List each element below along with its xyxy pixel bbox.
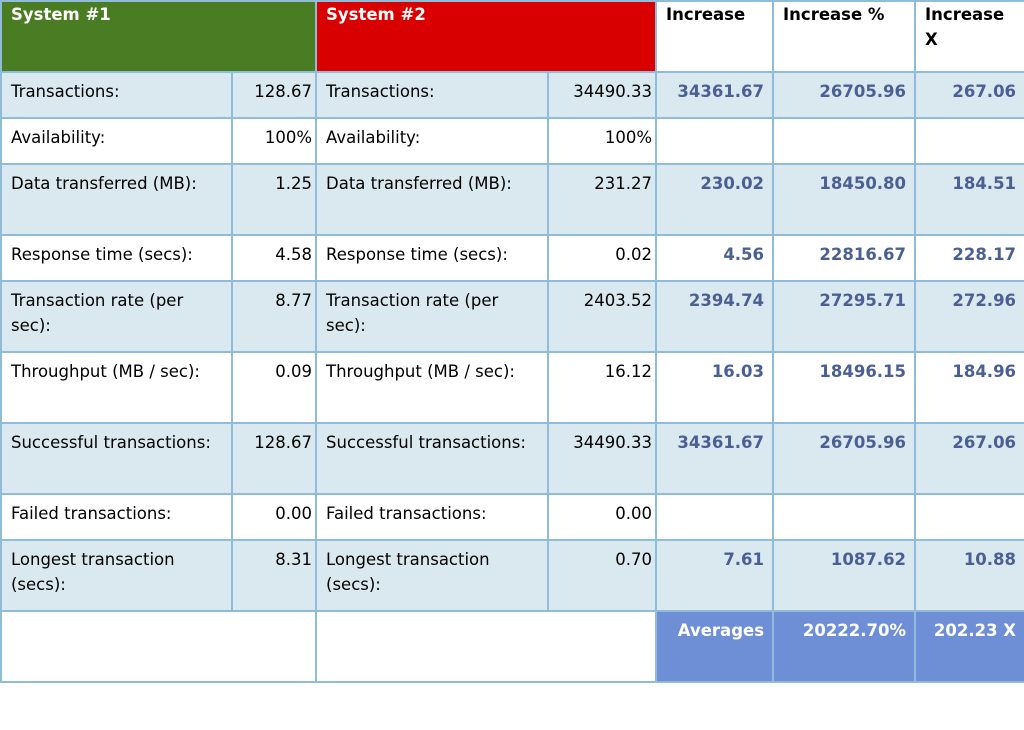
row-increase-x: 10.88 [914,539,1024,612]
row-label-system2: Transaction rate (per sec): [315,280,550,353]
row-label-system1: Transaction rate (per sec): [0,280,233,353]
row-value-system1: 1.25 [230,163,318,236]
row-increase-pct [772,493,917,541]
header-row: System #1 System #2 Increase Increase % … [0,0,1024,73]
table-row: Transactions: 128.67 Transactions: 34490.33… [0,71,1024,119]
row-increase-x [914,493,1024,541]
table-row: Response time (secs): 4.58 Response time (… [0,234,1024,282]
row-increase-pct [772,117,917,165]
row-value-system2: 0.70 [547,539,658,612]
row-increase: 34361.67 [655,71,775,119]
average-increase-pct: 20222.70% [772,610,917,683]
row-increase-pct: 22816.67 [772,234,917,282]
row-label-system2: Data transferred (MB): [315,163,550,236]
row-increase: 7.61 [655,539,775,612]
average-increase-x: 202.23 X [914,610,1024,683]
row-label-system1: Successful transactions: [0,422,233,495]
table-row: Failed transactions: 0.00 Failed transacti… [0,493,1024,541]
row-value-system1: 8.77 [230,280,318,353]
row-increase-pct: 18496.15 [772,351,917,424]
row-increase-pct: 18450.80 [772,163,917,236]
row-increase-pct: 26705.96 [772,422,917,495]
row-increase-x: 267.06 [914,422,1024,495]
row-increase-x: 272.96 [914,280,1024,353]
row-value-system2: 231.27 [547,163,658,236]
row-increase: 34361.67 [655,422,775,495]
row-label-system2: Throughput (MB / sec): [315,351,550,424]
averages-row: Averages 20222.70% 202.23 X [0,610,1024,683]
row-value-system2: 34490.33 [547,71,658,119]
table-row: Data transferred (MB): 1.25 Data transferr… [0,163,1024,236]
row-increase-pct: 27295.71 [772,280,917,353]
increase-pct-header: Increase % [772,0,917,73]
row-value-system2: 34490.33 [547,422,658,495]
row-label-system2: Failed transactions: [315,493,550,541]
row-value-system2: 0.00 [547,493,658,541]
row-value-system1: 100% [230,117,318,165]
table-row: Longest transaction (secs): 8.31 Longest t… [0,539,1024,612]
row-value-system2: 0.02 [547,234,658,282]
footer-blank-system1 [0,610,318,683]
row-value-system1: 8.31 [230,539,318,612]
row-increase-pct: 1087.62 [772,539,917,612]
row-value-system1: 0.09 [230,351,318,424]
row-value-system2: 16.12 [547,351,658,424]
row-value-system2: 100% [547,117,658,165]
row-label-system2: Transactions: [315,71,550,119]
row-label-system2: Response time (secs): [315,234,550,282]
footer-blank-system2 [315,610,658,683]
row-value-system2: 2403.52 [547,280,658,353]
row-label-system1: Longest transaction (secs): [0,539,233,612]
system1-header: System #1 [0,0,318,73]
row-increase-x: 184.96 [914,351,1024,424]
system2-header: System #2 [315,0,658,73]
row-increase [655,117,775,165]
row-increase: 2394.74 [655,280,775,353]
row-increase-x [914,117,1024,165]
row-increase: 230.02 [655,163,775,236]
table-row: Availability: 100% Availability: 100% [0,117,1024,165]
table-row: Successful transactions: 128.67 Successful… [0,422,1024,495]
row-increase-pct: 26705.96 [772,71,917,119]
table-row: Transaction rate (per sec): 8.77 Transacti… [0,280,1024,353]
averages-label: Averages [655,610,775,683]
row-increase-x: 267.06 [914,71,1024,119]
row-label-system1: Throughput (MB / sec): [0,351,233,424]
row-label-system2: Longest transaction (secs): [315,539,550,612]
row-label-system1: Transactions: [0,71,233,119]
row-value-system1: 128.67 [230,422,318,495]
comparison-table: System #1 System #2 Increase Increase % … [0,0,1024,683]
row-value-system1: 128.67 [230,71,318,119]
table-row: Throughput (MB / sec): 0.09 Throughput (MB… [0,351,1024,424]
row-increase-x: 228.17 [914,234,1024,282]
row-value-system1: 4.58 [230,234,318,282]
row-increase: 16.03 [655,351,775,424]
row-increase: 4.56 [655,234,775,282]
increase-header: Increase [655,0,775,73]
row-label-system1: Availability: [0,117,233,165]
increase-x-header: Increase X [914,0,1024,73]
row-value-system1: 0.00 [230,493,318,541]
row-label-system1: Data transferred (MB): [0,163,233,236]
row-increase-x: 184.51 [914,163,1024,236]
row-label-system1: Response time (secs): [0,234,233,282]
row-increase [655,493,775,541]
row-label-system2: Availability: [315,117,550,165]
row-label-system1: Failed transactions: [0,493,233,541]
row-label-system2: Successful transactions: [315,422,550,495]
